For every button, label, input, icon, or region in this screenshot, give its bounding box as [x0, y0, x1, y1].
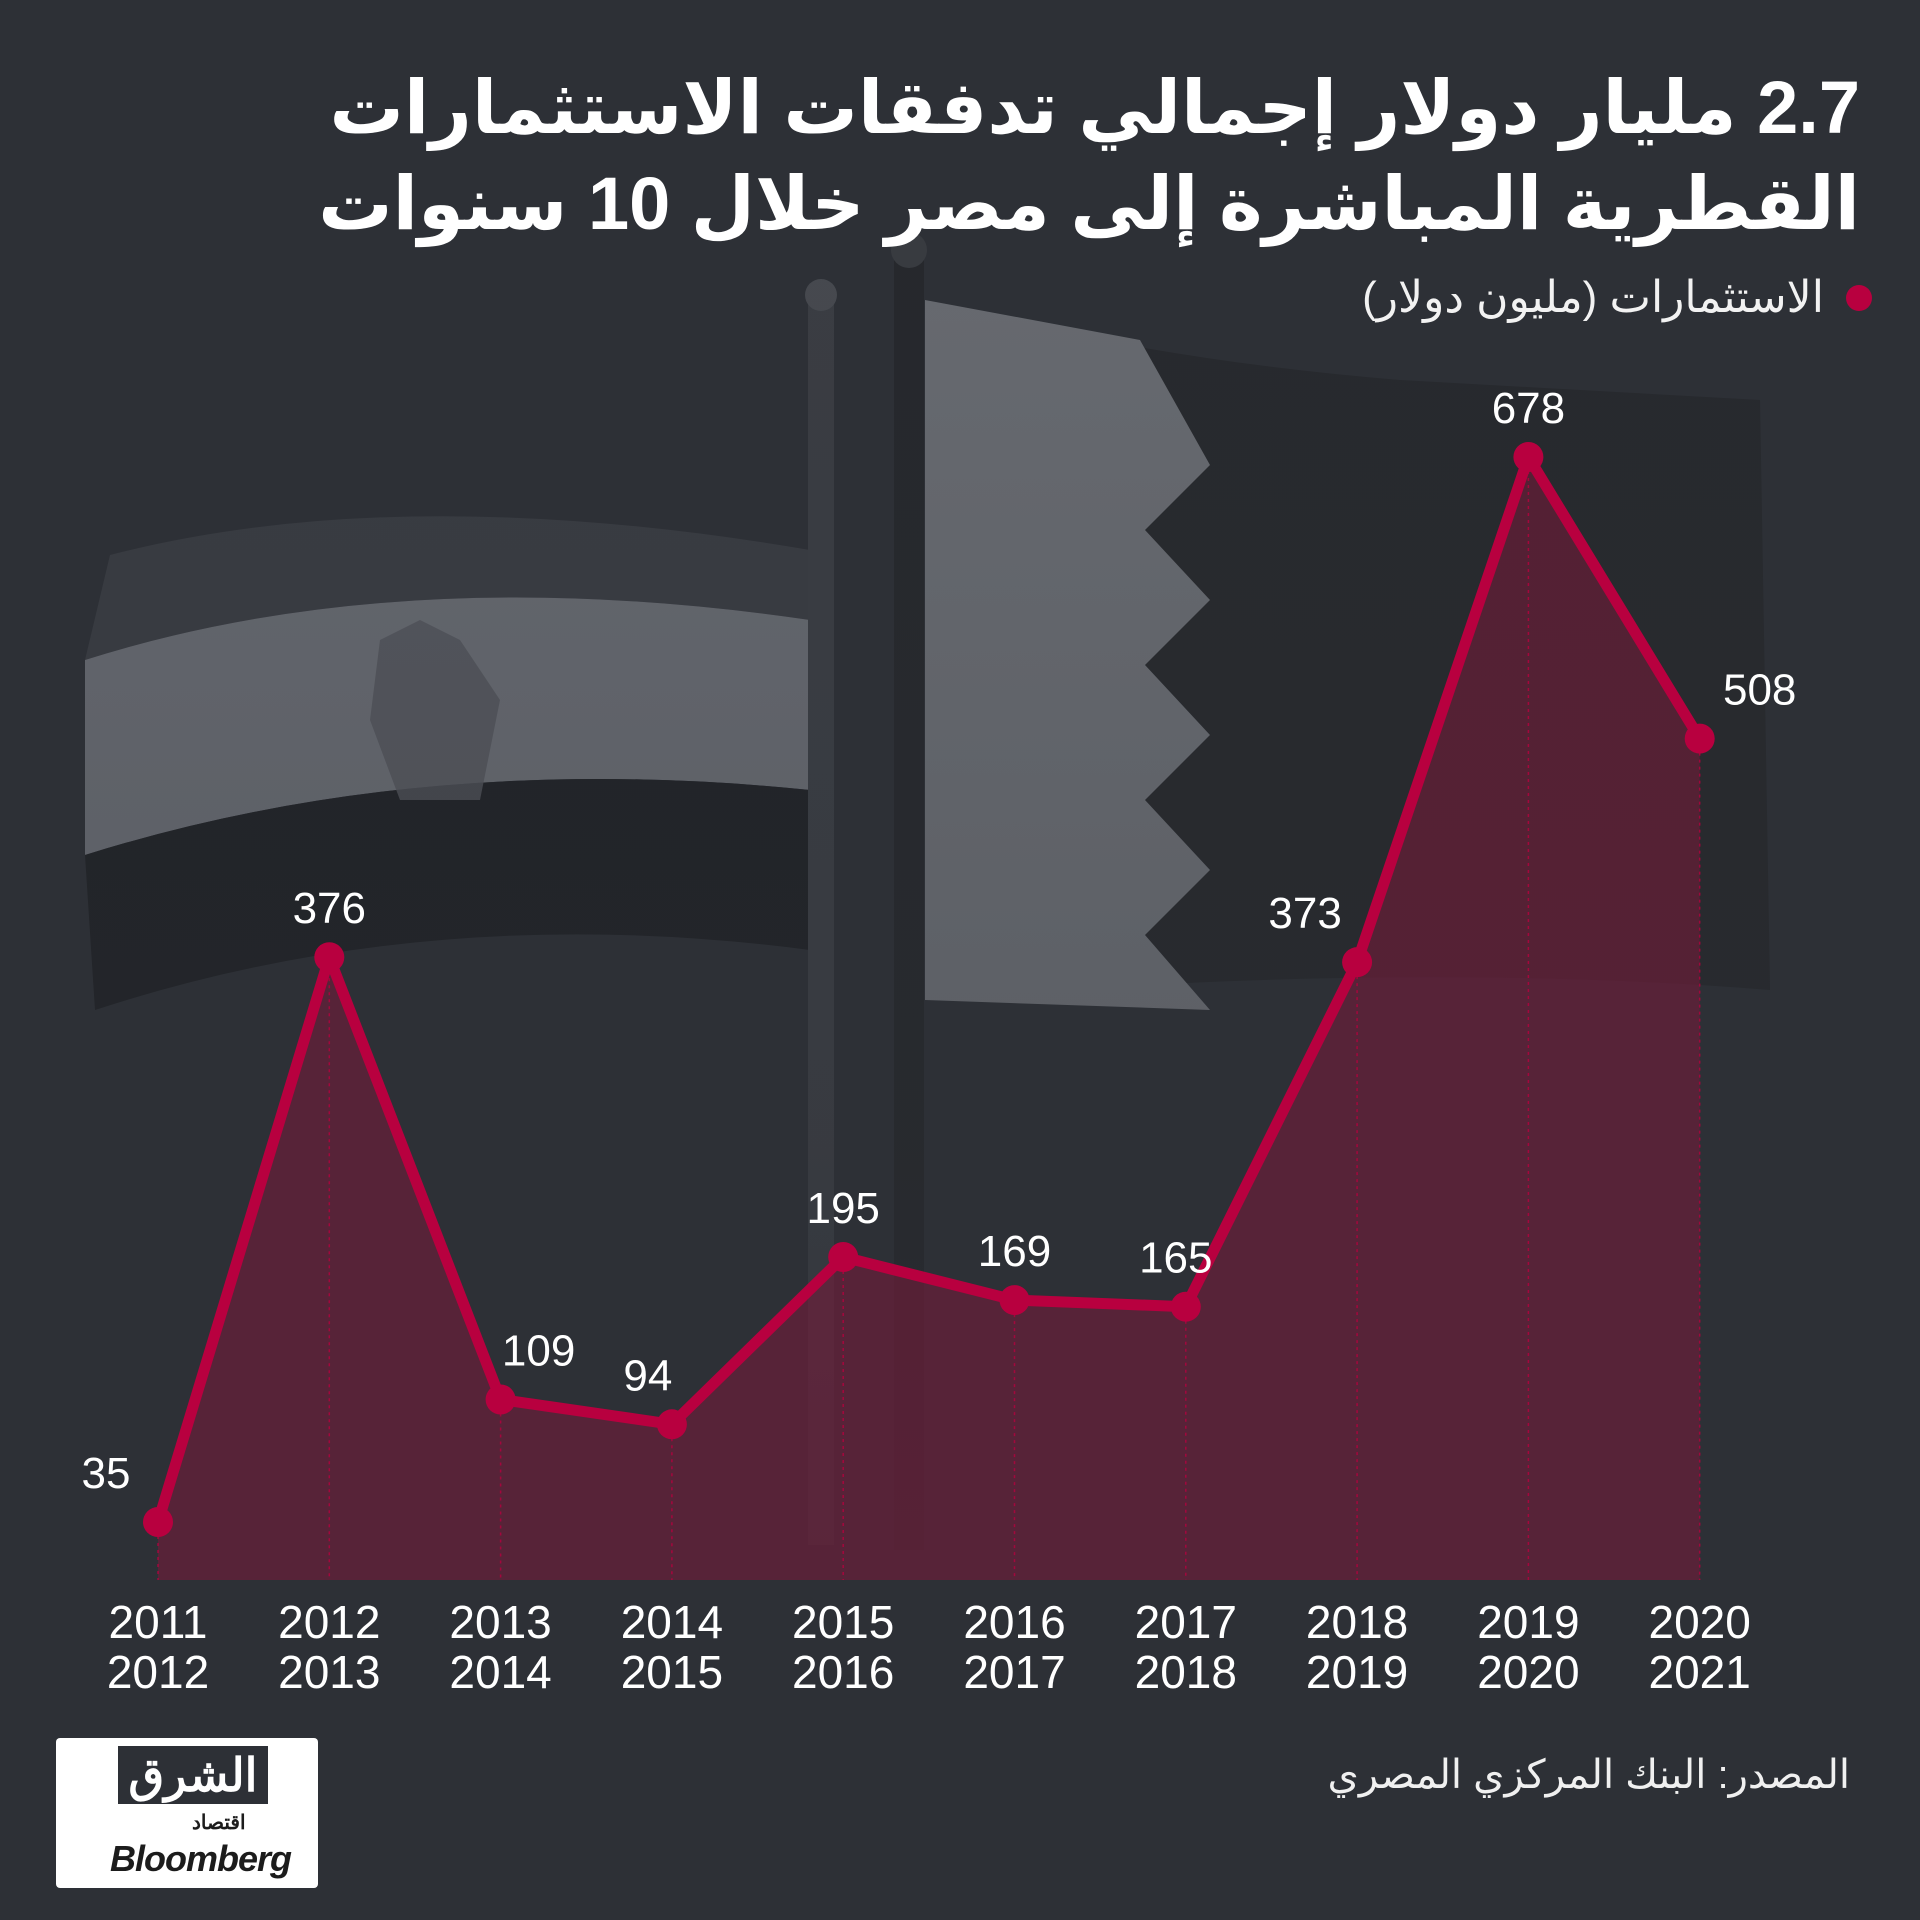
data-point — [1684, 723, 1715, 754]
x-tick-label: 2013 — [278, 1646, 380, 1698]
data-label: 35 — [82, 1449, 131, 1498]
x-tick-label: 2016 — [792, 1646, 894, 1698]
x-tick-label: 2012 — [278, 1596, 380, 1648]
data-point — [656, 1409, 687, 1440]
data-label: 94 — [623, 1351, 672, 1400]
x-tick-label: 2018 — [1306, 1596, 1408, 1648]
data-label: 165 — [1139, 1234, 1212, 1283]
data-label: 169 — [978, 1227, 1051, 1276]
brand-logo: الشرق اقتصاد Bloomberg — [56, 1738, 318, 1888]
data-label: 109 — [502, 1326, 575, 1375]
data-point — [1342, 947, 1373, 978]
source-note: المصدر: البنك المركزي المصري — [1327, 1753, 1850, 1797]
legend: الاستثمارات (مليون دولار) — [1362, 272, 1872, 323]
legend-label: الاستثمارات (مليون دولار) — [1362, 273, 1824, 322]
x-tick-label: 2011 — [109, 1596, 208, 1648]
data-point — [485, 1384, 516, 1415]
legend-marker — [1846, 284, 1872, 311]
x-tick-label: 2015 — [792, 1596, 894, 1648]
logo-subtitle: اقتصاد — [192, 1812, 246, 1834]
chart-title: 2.7 مليار دولار إجمالي تدفقات الاستثمارا… — [160, 60, 1860, 252]
x-tick-label: 2020 — [1477, 1646, 1579, 1698]
data-label: 373 — [1268, 889, 1341, 938]
area-fill — [158, 457, 1700, 1580]
x-tick-label: 2017 — [963, 1646, 1065, 1698]
data-label: 195 — [806, 1184, 879, 1233]
x-tick-label: 2017 — [1135, 1596, 1237, 1648]
title-line-1: 2.7 مليار دولار إجمالي تدفقات الاستثمارا… — [329, 66, 1860, 149]
data-point — [1170, 1291, 1201, 1322]
data-label: 508 — [1723, 666, 1796, 715]
x-tick-label: 2013 — [449, 1596, 551, 1648]
logo-english: Bloomberg — [110, 1838, 292, 1879]
x-tick-label: 2020 — [1649, 1596, 1751, 1648]
data-point — [143, 1507, 173, 1538]
data-point — [999, 1285, 1030, 1316]
x-tick-label: 2012 — [107, 1646, 209, 1698]
data-point — [314, 942, 345, 973]
logo-arabic: الشرق — [118, 1746, 268, 1804]
data-label: 376 — [293, 884, 366, 933]
x-tick-label: 2016 — [963, 1596, 1065, 1648]
x-tick-label: 2014 — [621, 1596, 723, 1648]
x-tick-label: 2019 — [1477, 1596, 1579, 1648]
x-tick-label: 2014 — [449, 1646, 551, 1698]
x-tick-label: 2019 — [1306, 1646, 1408, 1698]
title-line-2: القطرية المباشرة إلى مصر خلال 10 سنوات — [318, 162, 1860, 245]
data-point — [1513, 442, 1544, 472]
x-tick-label: 2015 — [621, 1646, 723, 1698]
data-label: 678 — [1492, 384, 1565, 433]
x-tick-label: 2018 — [1135, 1646, 1237, 1698]
x-tick-label: 2021 — [1649, 1646, 1751, 1698]
series-line — [152, 451, 1706, 1528]
data-point — [828, 1242, 859, 1273]
